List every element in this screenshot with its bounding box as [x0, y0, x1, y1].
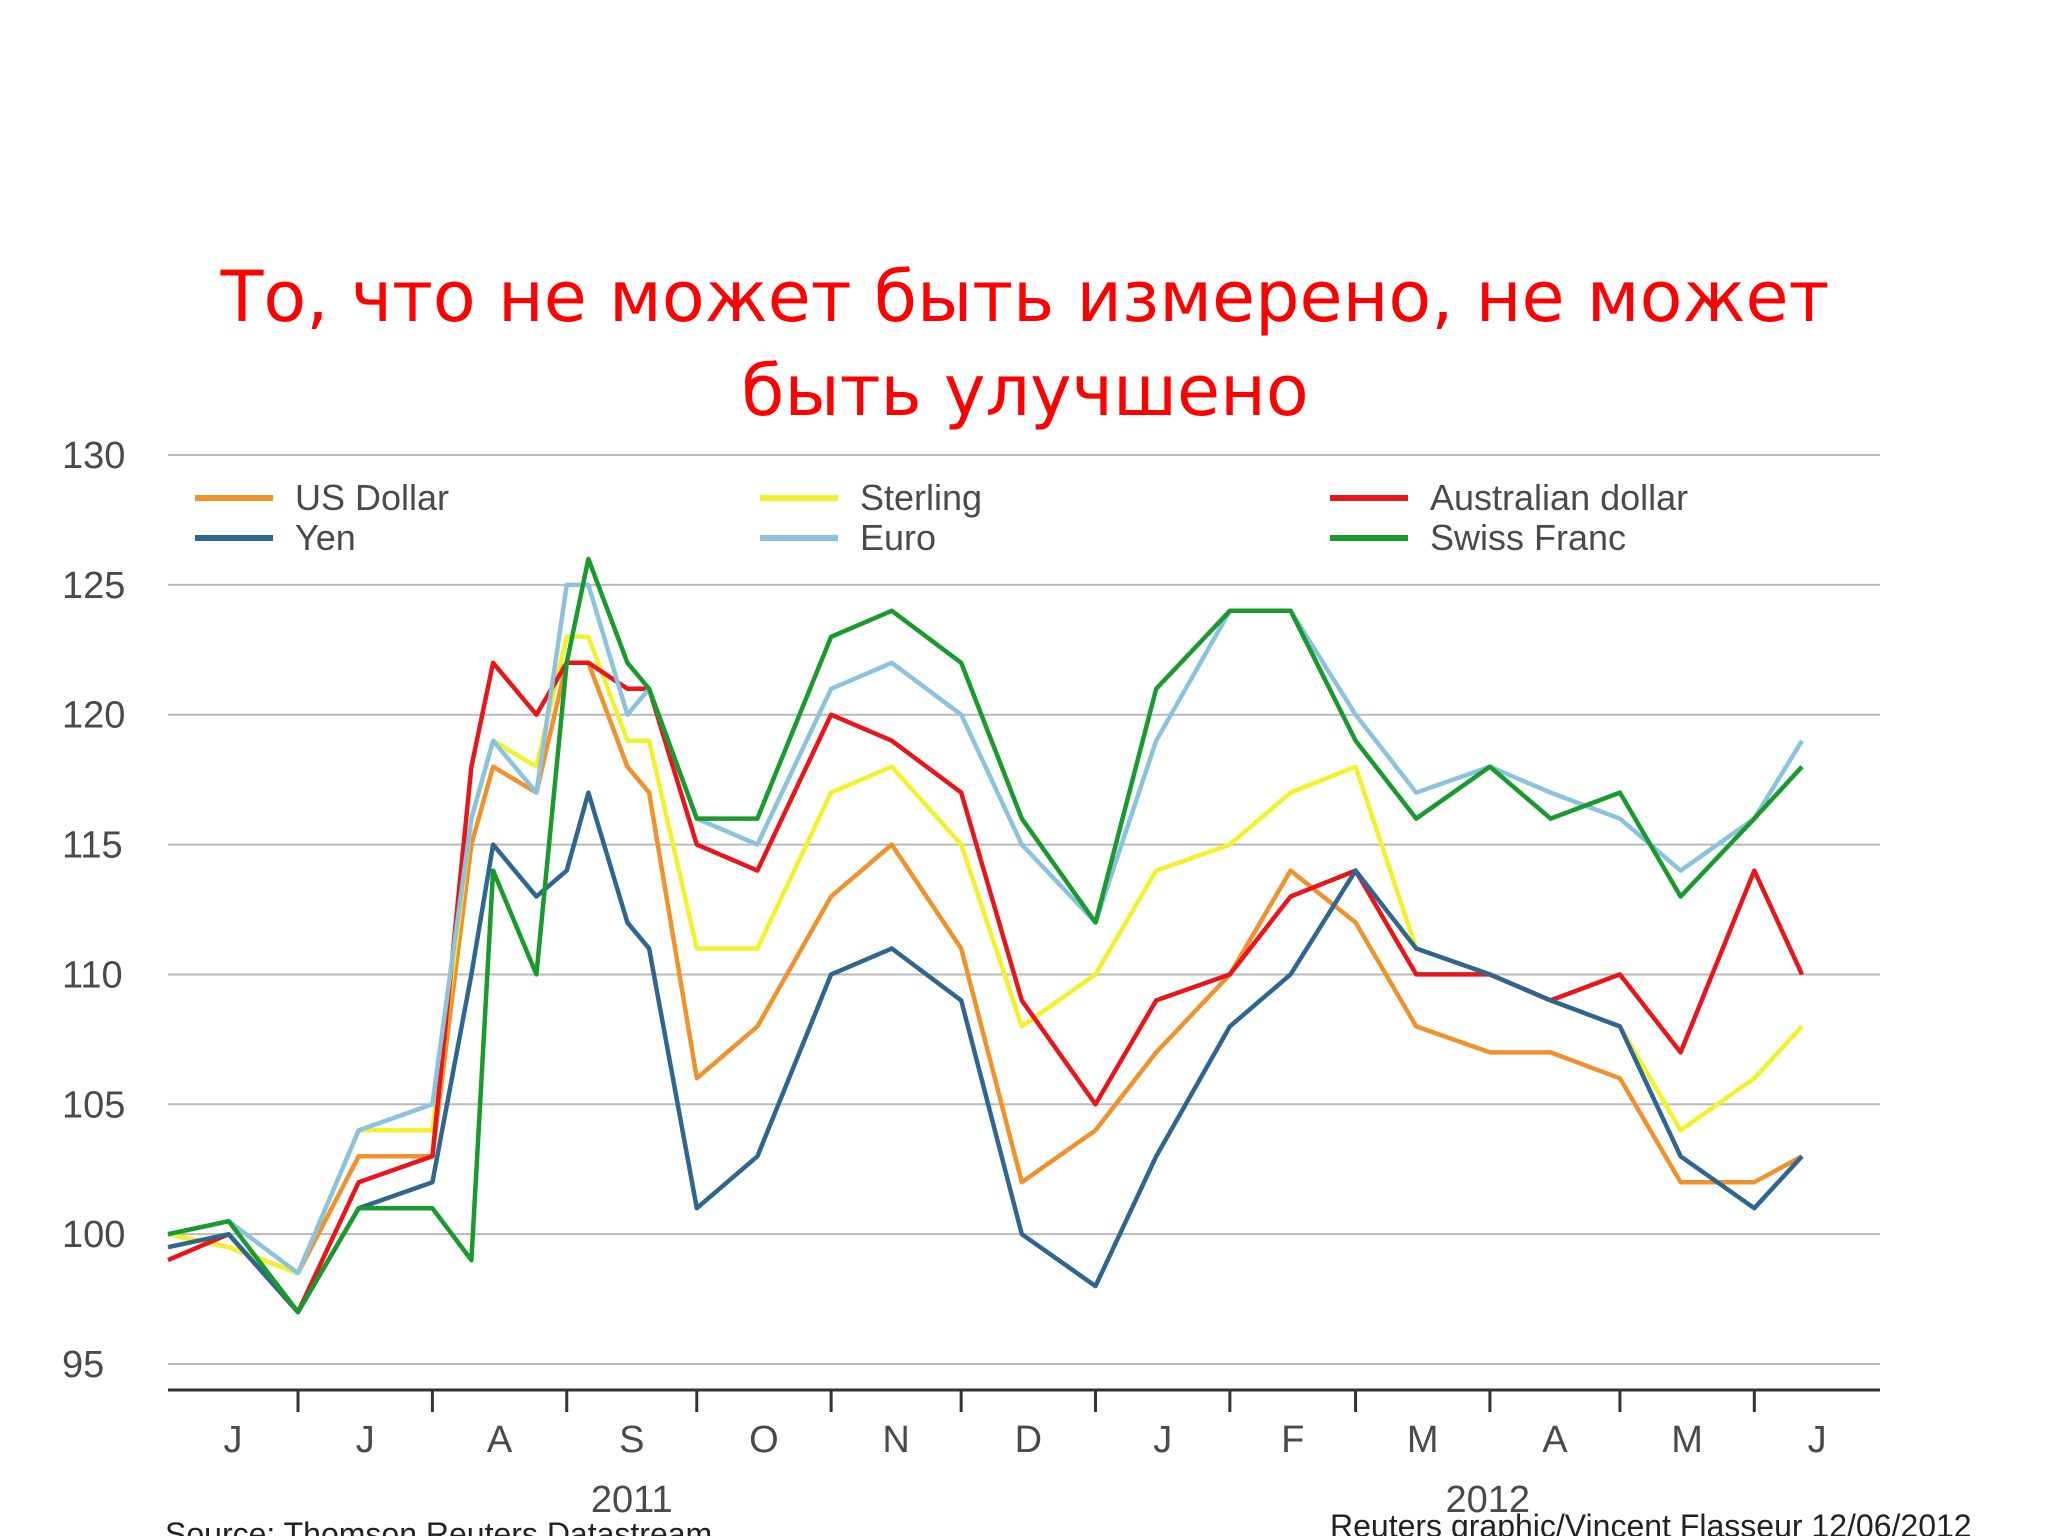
series-line-swiss-franc	[167, 556, 1804, 1315]
legend-label: Swiss Franc	[1430, 517, 1626, 558]
y-tick-label: 105	[62, 1084, 125, 1126]
legend-item: Euro	[760, 517, 936, 558]
series-line-australian-dollar	[167, 660, 1805, 1315]
year-label: 2011	[591, 1479, 673, 1521]
legend-label: Euro	[860, 517, 936, 558]
y-tick-label: 100	[62, 1214, 125, 1256]
legend-label: US Dollar	[295, 477, 449, 518]
x-tick-label: S	[619, 1419, 644, 1461]
y-tick-label: 125	[62, 565, 125, 607]
y-axis-labels: 95 100 105 110 115 120 125 130	[62, 435, 125, 1386]
x-axis: J J A S O N D J F M A M J 2011 2012	[168, 1388, 1880, 1521]
legend-item: US Dollar	[195, 477, 449, 518]
legend-item: Sterling	[760, 477, 982, 518]
x-tick-label: J	[224, 1419, 243, 1461]
year-label: 2012	[1445, 1479, 1530, 1521]
x-tick-label: A	[487, 1419, 513, 1461]
y-tick-label: 95	[62, 1344, 104, 1386]
series-line-yen	[167, 790, 1804, 1315]
x-tick-label: J	[1153, 1419, 1172, 1461]
x-tick-label: M	[1407, 1419, 1439, 1461]
legend-label: Australian dollar	[1430, 477, 1688, 518]
legend-item: Swiss Franc	[1330, 517, 1626, 558]
y-tick-label: 110	[62, 954, 123, 996]
x-tick-label: M	[1671, 1419, 1703, 1461]
x-tick-label: F	[1281, 1419, 1304, 1461]
y-tick-label: 115	[62, 825, 123, 867]
series-line-us-dollar	[167, 660, 1804, 1276]
series-line-sterling	[167, 634, 1804, 1276]
y-tick-label: 120	[62, 695, 125, 737]
legend-item: Australian dollar	[1330, 477, 1688, 518]
grid	[168, 454, 1880, 1366]
x-tick-label: J	[356, 1419, 375, 1461]
series-lines	[167, 556, 1805, 1315]
x-tick-label: N	[882, 1419, 909, 1461]
x-tick-label: O	[749, 1419, 779, 1461]
slide-title: То, что не может быть измерено, не может…	[220, 256, 1830, 432]
y-tick-label: 130	[62, 435, 125, 477]
credit-note: Reuters graphic/Vincent Flasseur 12/06/2…	[1330, 1508, 1972, 1536]
series-line-euro	[167, 582, 1804, 1276]
legend-label: Yen	[295, 517, 356, 558]
x-tick-label: A	[1542, 1419, 1568, 1461]
x-tick-label: J	[1808, 1419, 1827, 1461]
legend-label: Sterling	[860, 477, 982, 518]
legend-item: Yen	[195, 517, 356, 558]
source-note: Source: Thomson Reuters Datastream	[165, 1516, 712, 1536]
x-tick-label: D	[1015, 1419, 1042, 1461]
